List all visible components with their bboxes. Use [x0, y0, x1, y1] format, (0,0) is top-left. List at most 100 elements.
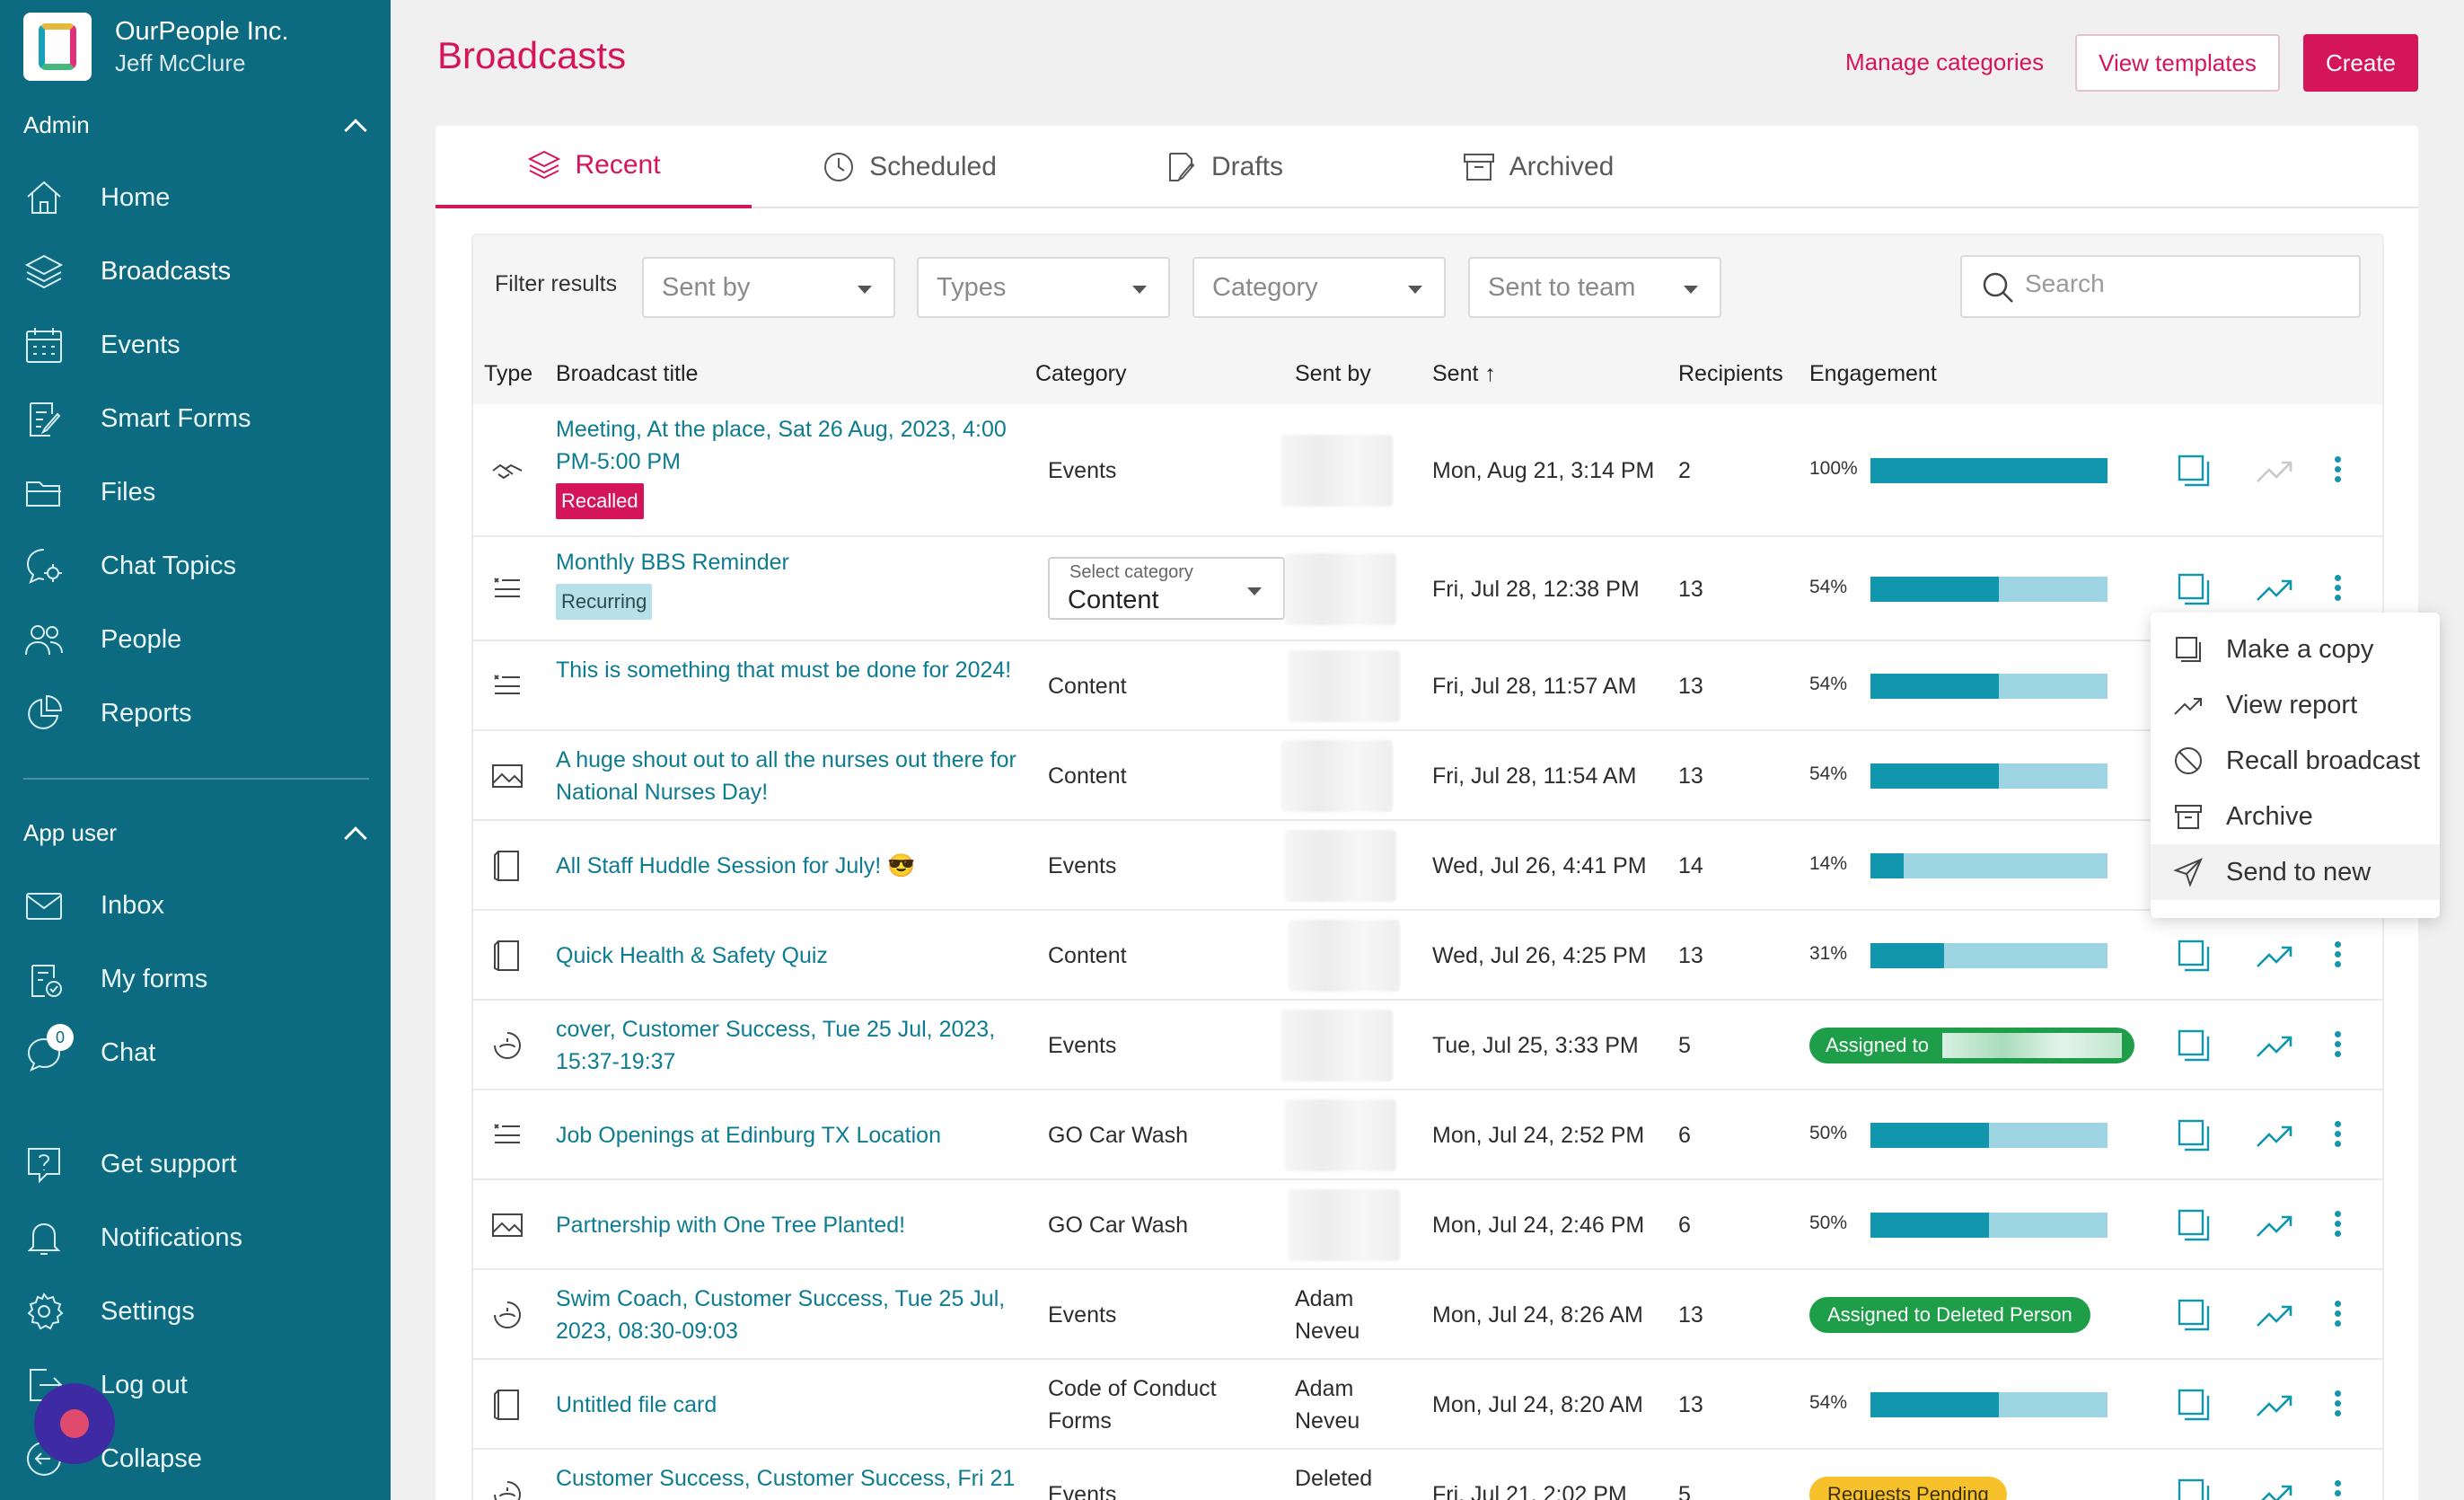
- copy-icon[interactable]: [2175, 1027, 2213, 1064]
- column-header-type[interactable]: Type: [484, 361, 533, 386]
- pie-chart-icon: [28, 694, 63, 729]
- copy-icon[interactable]: [2175, 452, 2213, 490]
- sidebar-item-notifications[interactable]: Notifications: [23, 1211, 374, 1265]
- trend-up-icon: [2174, 698, 2202, 715]
- sidebar-item-reports[interactable]: Reports: [23, 686, 374, 740]
- copy-icon[interactable]: [2175, 1116, 2213, 1154]
- sidebar-item-people[interactable]: People: [23, 613, 374, 666]
- table-row[interactable]: Untitled file card Code of Conduct Forms A…: [473, 1360, 2382, 1450]
- column-header-recipients[interactable]: Recipients: [1678, 361, 1783, 386]
- sidebar-item-chat-topics[interactable]: Chat Topics: [23, 539, 374, 593]
- more-actions-button[interactable]: [2328, 1117, 2346, 1153]
- copy-icon[interactable]: [2175, 937, 2213, 975]
- types-filter[interactable]: Types: [917, 257, 1170, 318]
- sidebar-item-inbox[interactable]: Inbox: [23, 878, 374, 932]
- broadcast-title-link[interactable]: Swim Coach, Customer Success, Tue 25 Jul…: [556, 1286, 1006, 1344]
- tab-drafts[interactable]: Drafts: [1066, 126, 1380, 208]
- tab-archived[interactable]: Archived: [1380, 126, 1694, 208]
- more-actions-button[interactable]: [2328, 938, 2346, 974]
- menu-item-recall-broadcast[interactable]: Recall broadcast: [2151, 733, 2440, 789]
- broadcast-title-link[interactable]: Job Openings at Edinburg TX Location: [556, 1123, 941, 1148]
- copy-icon[interactable]: [2175, 1476, 2213, 1500]
- table-row[interactable]: Partnership with One Tree Planted! GO Car…: [473, 1180, 2382, 1270]
- search-input[interactable]: [2025, 269, 2330, 298]
- menu-item-view-report[interactable]: View report: [2151, 677, 2440, 733]
- view-report-icon[interactable]: [2255, 938, 2294, 974]
- broadcast-title-link[interactable]: cover, Customer Success, Tue 25 Jul, 202…: [556, 1017, 996, 1074]
- more-actions-button[interactable]: [2328, 571, 2346, 607]
- create-button[interactable]: Create: [2303, 34, 2418, 92]
- sidebar-item-get-support[interactable]: Get support: [23, 1137, 374, 1191]
- admin-section-toggle[interactable]: Admin: [23, 111, 369, 142]
- broadcast-title-link[interactable]: Untitled file card: [556, 1392, 717, 1417]
- column-header-sent-by[interactable]: Sent by: [1295, 361, 1371, 386]
- sent-to-team-filter[interactable]: Sent to team: [1468, 257, 1721, 318]
- view-report-icon[interactable]: [2255, 453, 2294, 489]
- table-row[interactable]: This is something that must be done for …: [473, 641, 2382, 731]
- broadcast-title-link[interactable]: Monthly BBS Reminder: [556, 550, 789, 575]
- copy-icon[interactable]: [2175, 1296, 2213, 1334]
- table-row[interactable]: cover, Customer Success, Tue 25 Jul, 202…: [473, 1001, 2382, 1090]
- recipients-cell: 13: [1678, 1392, 1703, 1417]
- sidebar-item-smart-forms[interactable]: Smart Forms: [23, 392, 374, 446]
- more-actions-button[interactable]: [2328, 453, 2346, 489]
- copy-icon[interactable]: [2175, 1206, 2213, 1244]
- more-actions-button[interactable]: [2328, 1207, 2346, 1243]
- table-row[interactable]: Swim Coach, Customer Success, Tue 25 Jul…: [473, 1270, 2382, 1360]
- menu-item-send-to-new[interactable]: Send to new: [2151, 844, 2440, 900]
- tab-recent[interactable]: Recent: [436, 126, 752, 208]
- broadcast-title-link[interactable]: Partnership with One Tree Planted!: [556, 1213, 906, 1238]
- more-actions-button[interactable]: [2328, 1387, 2346, 1423]
- table-row[interactable]: Monthly BBS Reminder Recurring Select cate…: [473, 537, 2382, 641]
- view-report-icon[interactable]: [2255, 1028, 2294, 1063]
- view-report-icon[interactable]: [2255, 1207, 2294, 1243]
- column-header-category[interactable]: Category: [1035, 361, 1127, 386]
- sidebar-item-home[interactable]: Home: [23, 171, 374, 225]
- view-report-icon[interactable]: [2255, 571, 2294, 607]
- view-report-icon[interactable]: [2255, 1477, 2294, 1500]
- assistant-launcher-button[interactable]: [34, 1383, 115, 1464]
- view-templates-button[interactable]: View templates: [2075, 34, 2280, 92]
- more-actions-button[interactable]: [2328, 1477, 2346, 1500]
- table-row[interactable]: A huge shout out to all the nurses out t…: [473, 731, 2382, 821]
- table-row[interactable]: Quick Health & Safety Quiz Content Wed, Ju…: [473, 911, 2382, 1001]
- column-header-title[interactable]: Broadcast title: [556, 361, 699, 386]
- manage-categories-button[interactable]: Manage categories: [1845, 49, 2045, 75]
- sidebar-item-files[interactable]: Files: [23, 465, 374, 519]
- table-row[interactable]: Job Openings at Edinburg TX Location GO C…: [473, 1090, 2382, 1180]
- table-row[interactable]: All Staff Huddle Session for July! 😎 Even…: [473, 821, 2382, 911]
- broadcast-title-link[interactable]: This is something that must be done for …: [556, 657, 1012, 683]
- sent-by-filter[interactable]: Sent by: [642, 257, 895, 318]
- sidebar-item-my-forms[interactable]: My forms: [23, 952, 374, 1006]
- broadcast-title-link[interactable]: Meeting, At the place, Sat 26 Aug, 2023,…: [556, 417, 1007, 474]
- org-switcher[interactable]: OurPeople Inc. Jeff McClure: [23, 13, 288, 81]
- copy-icon[interactable]: [2175, 570, 2213, 608]
- table-row[interactable]: Customer Success, Customer Success, Fri …: [473, 1450, 2382, 1500]
- view-report-icon[interactable]: [2255, 1297, 2294, 1333]
- main-content: Broadcasts Manage categories View templa…: [391, 0, 2464, 1500]
- more-actions-button[interactable]: [2328, 1297, 2346, 1333]
- category-filter[interactable]: Category: [1192, 257, 1446, 318]
- column-header-engagement[interactable]: Engagement: [1809, 361, 1937, 386]
- sidebar-item-events[interactable]: Events: [23, 318, 374, 372]
- menu-item-make-a-copy[interactable]: Make a copy: [2151, 622, 2440, 677]
- view-report-icon[interactable]: [2255, 1117, 2294, 1153]
- category-select[interactable]: Select category Content: [1048, 557, 1285, 620]
- app-user-section-toggle[interactable]: App user: [23, 819, 369, 850]
- view-report-icon[interactable]: [2255, 1387, 2294, 1423]
- table-row[interactable]: Meeting, At the place, Sat 26 Aug, 2023,…: [473, 404, 2382, 537]
- broadcast-title-link[interactable]: Quick Health & Safety Quiz: [556, 943, 828, 968]
- sidebar-item-collapse[interactable]: Collapse: [23, 1432, 374, 1486]
- menu-item-archive[interactable]: Archive: [2151, 789, 2440, 844]
- column-header-sent[interactable]: Sent ↑: [1432, 361, 1496, 386]
- broadcast-title-link[interactable]: All Staff Huddle Session for July! 😎: [556, 853, 916, 878]
- sidebar-item-chat[interactable]: Chat: [23, 1026, 374, 1080]
- more-actions-button[interactable]: [2328, 1028, 2346, 1063]
- tab-scheduled[interactable]: Scheduled: [752, 126, 1066, 208]
- sidebar-item-settings[interactable]: Settings: [23, 1284, 374, 1338]
- copy-icon[interactable]: [2175, 1386, 2213, 1424]
- sidebar-item-broadcasts[interactable]: Broadcasts: [23, 244, 374, 298]
- broadcast-title-link[interactable]: A huge shout out to all the nurses out t…: [556, 747, 1016, 805]
- recipients-cell: 13: [1678, 674, 1703, 699]
- broadcast-title-link[interactable]: Customer Success, Customer Success, Fri …: [556, 1466, 1016, 1500]
